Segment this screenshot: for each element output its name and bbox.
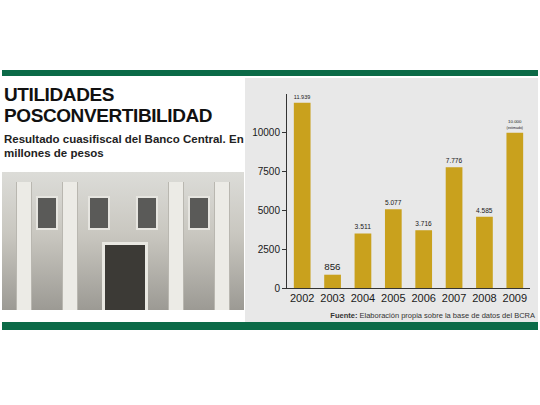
svg-text:2005: 2005	[381, 292, 405, 304]
html-text:Resultado cuasifiscal del Banc: Resultado cuasifiscal del Banco Central.…	[4, 133, 244, 159]
svg-text:2009: 2009	[503, 292, 527, 304]
svg-text:5.077: 5.077	[385, 199, 402, 206]
svg-text:2008: 2008	[472, 292, 496, 304]
svg-text:3.716: 3.716	[415, 220, 432, 227]
html-text:UTILIDADES POSCONVERTIBILIDAD: UTILIDADES POSCONVERTIBILIDAD	[4, 84, 213, 126]
svg-text:10000: 10000	[252, 127, 280, 138]
svg-text:2004: 2004	[351, 292, 375, 304]
svg-text:2006: 2006	[411, 292, 435, 304]
svg-text:10.000(estimado): 10.000(estimado)	[506, 119, 523, 130]
svg-text:7500: 7500	[258, 166, 281, 177]
svg-text:4.585: 4.585	[476, 207, 493, 214]
svg-text:0: 0	[274, 283, 280, 294]
svg-text:7.776: 7.776	[446, 157, 463, 164]
svg-text:5000: 5000	[258, 205, 281, 216]
html-text:Fuente: Elaboración propia sob: Fuente: Elaboración propia sobre la base…	[330, 311, 535, 320]
svg-text:2500: 2500	[258, 244, 281, 255]
svg-text:2007: 2007	[442, 292, 466, 304]
svg-text:2002: 2002	[290, 292, 314, 304]
svg-text:2003: 2003	[320, 292, 344, 304]
svg-text:11.939: 11.939	[294, 94, 310, 100]
svg-text:3.511: 3.511	[355, 223, 372, 230]
svg-text:856: 856	[324, 261, 340, 272]
